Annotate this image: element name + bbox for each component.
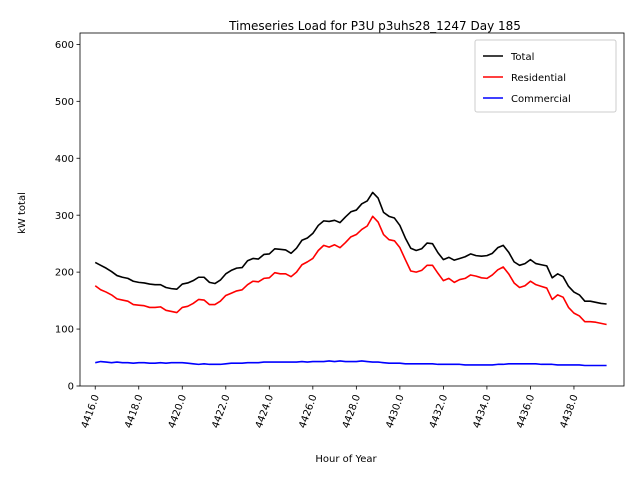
- y-tick-label: 100: [55, 325, 74, 336]
- y-tick-label: 500: [55, 97, 74, 108]
- y-axis: 0 100 200 300 400 500 600: [55, 40, 80, 393]
- legend: Total Residential Commercial: [474, 39, 617, 113]
- y-axis-label: kW total: [17, 192, 28, 234]
- chart-title: Timeseries Load for P3U p3uhs28_1247 Day…: [228, 19, 521, 33]
- y-tick-label: 600: [55, 40, 74, 51]
- plot-frame: [79, 32, 625, 387]
- series-line-residential: [94, 215, 607, 326]
- y-tick-label: 400: [55, 154, 74, 165]
- plot-area: [79, 32, 625, 387]
- series-line-total: [94, 191, 607, 305]
- x-axis-label: Hour of Year: [315, 454, 377, 465]
- series-lines: [94, 191, 607, 367]
- legend-box: [474, 39, 617, 113]
- y-tick-label: 0: [68, 382, 74, 393]
- y-tick-label: 300: [55, 211, 74, 222]
- series-line-commercial: [95, 360, 607, 367]
- y-tick-label: 200: [55, 268, 74, 279]
- legend-label-residential: Residential: [511, 73, 566, 84]
- legend-label-total: Total: [510, 52, 534, 63]
- legend-label-commercial: Commercial: [511, 94, 571, 105]
- x-axis: 4416.0 4418.0 4420.0 4422.0 4424.0 4426.0 4428…: [80, 386, 581, 430]
